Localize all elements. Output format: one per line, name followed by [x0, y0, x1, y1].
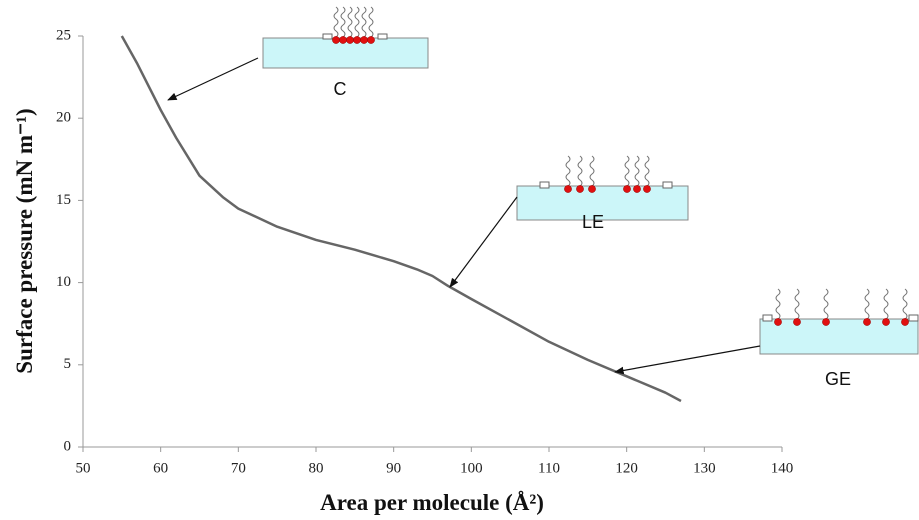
y-axis-title: Surface pressure (mN m⁻¹) [12, 108, 37, 373]
tail [794, 288, 800, 320]
tail [589, 155, 595, 187]
annotation: C [334, 79, 347, 99]
x-tick-label: 70 [231, 460, 246, 476]
annotation: GE [825, 369, 851, 389]
y-tick-label: 0 [64, 438, 72, 454]
tail [902, 288, 908, 320]
x-tick-label: 130 [693, 460, 716, 476]
head [774, 318, 782, 326]
head [332, 36, 340, 44]
tail [361, 6, 367, 38]
tail [634, 155, 640, 187]
y-tick-label: 15 [56, 192, 71, 208]
head [793, 318, 801, 326]
tail [864, 288, 870, 320]
head [339, 36, 347, 44]
arrow [167, 57, 259, 101]
head [588, 185, 596, 193]
tail [340, 6, 346, 38]
x-tick-label: 80 [309, 460, 324, 476]
barrier [539, 181, 550, 189]
tail [368, 6, 374, 38]
tail [624, 155, 630, 187]
head [643, 185, 651, 193]
x-tick-label: 90 [386, 460, 401, 476]
barrier [322, 33, 333, 40]
head [346, 36, 354, 44]
tail [775, 288, 781, 320]
tail [347, 6, 353, 38]
tail [354, 6, 360, 38]
head [360, 36, 368, 44]
head [882, 318, 890, 326]
arrow [614, 345, 761, 375]
x-tick-label: 50 [76, 460, 91, 476]
tail [644, 155, 650, 187]
head [901, 318, 909, 326]
water [516, 185, 689, 221]
head [353, 36, 361, 44]
barrier [908, 314, 919, 322]
x-tick-label: 110 [538, 460, 560, 476]
head [633, 185, 641, 193]
y-tick-label: 20 [56, 110, 71, 126]
annotation: LE [582, 212, 604, 232]
tail [883, 288, 889, 320]
barrier [377, 33, 388, 40]
head [863, 318, 871, 326]
x-tick-label: 140 [771, 460, 794, 476]
water [262, 37, 429, 69]
x-tick-label: 60 [153, 460, 168, 476]
y-tick-label: 5 [64, 356, 72, 372]
head [367, 36, 375, 44]
barrier [662, 181, 673, 189]
water [759, 318, 919, 355]
tail [333, 6, 339, 38]
head [564, 185, 572, 193]
head [822, 318, 830, 326]
line [120, 35, 682, 403]
y-tick-label: 25 [56, 27, 71, 43]
head [576, 185, 584, 193]
x-axis-title: Area per molecule (Å²) [320, 490, 544, 515]
head [623, 185, 631, 193]
x-tick-label: 120 [615, 460, 638, 476]
arrow [449, 196, 518, 288]
y-tick-label: 10 [56, 274, 71, 290]
tail [823, 288, 829, 320]
barrier [762, 314, 773, 322]
tail [565, 155, 571, 187]
x-tick-label: 100 [460, 460, 483, 476]
tail [577, 155, 583, 187]
diagrams [262, 6, 919, 355]
